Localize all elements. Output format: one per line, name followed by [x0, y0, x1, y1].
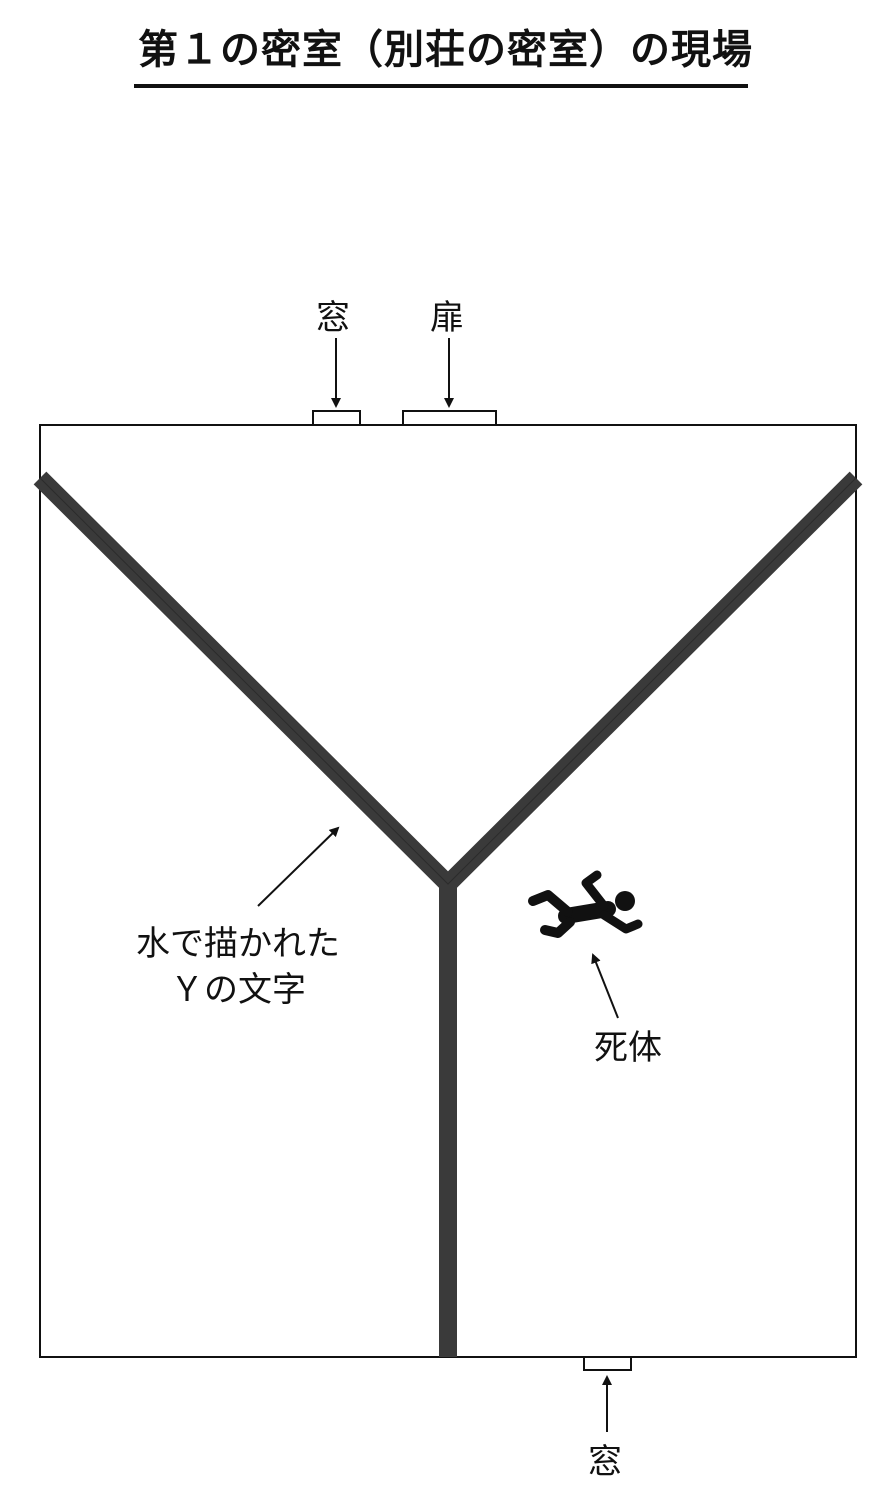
body-arrow: [591, 953, 619, 1019]
fallen-person-icon: [528, 870, 643, 938]
water-y-letter: [33, 471, 863, 1357]
water-y-label-line1: 水で描かれた: [136, 924, 340, 964]
water-y-arrow: [257, 826, 340, 907]
window-bottom-label: 窓: [588, 1442, 622, 1482]
body-label: 死体: [594, 1028, 662, 1068]
window-top: [312, 410, 361, 426]
door-label: 扉: [430, 298, 464, 338]
diagram-title: 第１の密室（別荘の密室）の現場: [138, 27, 753, 73]
title-underline: [134, 84, 748, 88]
window-top-label: 窓: [316, 298, 350, 338]
water-y-label-line2: Ｙの文字: [170, 970, 306, 1010]
door: [402, 410, 497, 426]
window-bottom: [583, 1356, 632, 1371]
